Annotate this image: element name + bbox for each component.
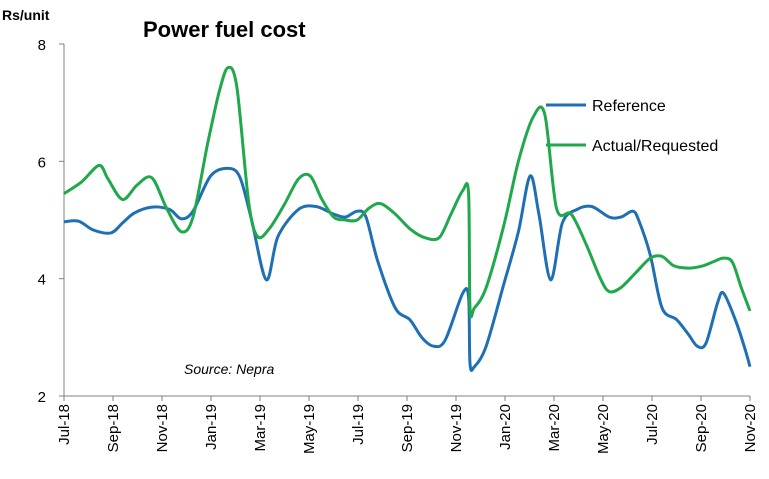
x-tick-label: May-19	[301, 404, 318, 454]
x-tick-label: Jul-20	[644, 404, 661, 445]
y-axis: 2 4 6 8	[38, 37, 65, 406]
y-tick-label: 4	[38, 272, 46, 289]
series-line-reference	[63, 166, 752, 372]
chart-title: Power fuel cost	[143, 17, 306, 42]
x-tick-label: May-20	[595, 404, 612, 454]
x-tick-label: Jul-19	[350, 404, 367, 445]
x-tick-label: Sep-18	[105, 404, 122, 452]
source-note: Source: Nepra	[184, 361, 274, 377]
legend: Reference Actual/Requested	[546, 98, 718, 155]
x-tick-label: Nov-18	[154, 404, 171, 452]
x-tick-label: Nov-19	[448, 404, 465, 452]
series-line-actual-requested	[63, 65, 752, 319]
legend-label-reference: Reference	[592, 98, 666, 115]
x-tick-label: Sep-19	[399, 404, 416, 452]
x-tick-label: Nov-20	[742, 404, 759, 452]
series-layer	[63, 65, 752, 372]
x-axis: Jul-18 Sep-18 Nov-18 Jan-19 Mar-19 May-19 Jul-…	[56, 395, 759, 454]
x-tick-label: Sep-20	[693, 404, 710, 452]
y-tick-label: 2	[38, 389, 46, 406]
x-tick-label: Jan-19	[203, 404, 220, 450]
y-tick-label: 6	[38, 154, 46, 171]
x-tick-label: Jul-18	[56, 404, 73, 445]
x-tick-label: Jan-20	[497, 404, 514, 450]
y-axis-unit-label: Rs/unit	[2, 7, 50, 23]
x-tick-label: Mar-20	[546, 404, 563, 452]
y-tick-label: 8	[38, 37, 46, 54]
legend-label-actual-requested: Actual/Requested	[592, 138, 718, 155]
x-tick-label: Mar-19	[252, 404, 269, 452]
